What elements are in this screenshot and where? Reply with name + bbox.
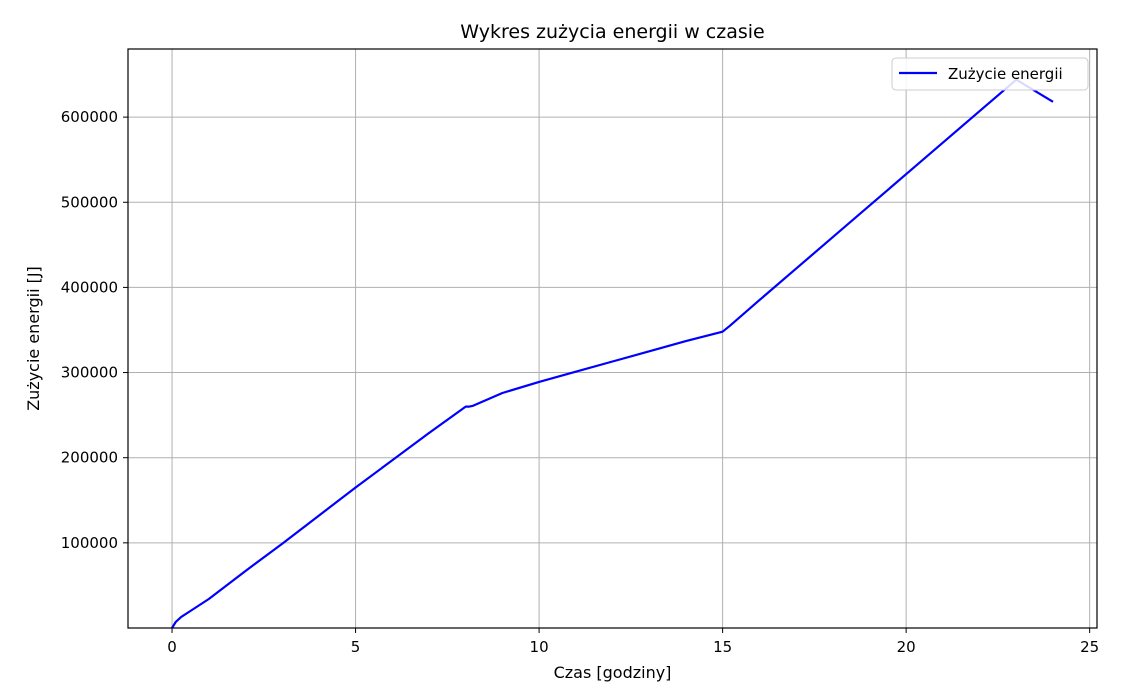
y-tick-label: 200000 (61, 449, 118, 467)
x-tick-label: 20 (897, 638, 916, 656)
x-tick-label: 0 (167, 638, 177, 656)
legend-box (891, 57, 1089, 91)
x-tick-label: 5 (351, 638, 361, 656)
x-axis-label: Czas [godziny] (554, 663, 672, 682)
y-tick-label: 400000 (61, 278, 118, 296)
y-tick-label: 300000 (61, 364, 118, 382)
series-layer (171, 78, 1054, 629)
series-line-0 (171, 78, 1054, 629)
y-tick-label: 100000 (61, 534, 118, 552)
y-axis-label: Zużycie energii [J] (24, 266, 43, 411)
legend-entry-label: Zużycie energii (948, 65, 1063, 83)
y-tick-label: 600000 (61, 108, 118, 126)
grid-lines (128, 49, 1097, 628)
x-tick-label: 10 (530, 638, 549, 656)
chart-title: Wykres zużycia energii w czasie (460, 21, 764, 43)
legend: Zużycie energii (891, 57, 1089, 91)
x-tick-label: 15 (713, 638, 732, 656)
plot-frame (127, 48, 1098, 629)
y-tick-label: 500000 (61, 193, 118, 211)
x-tick-label: 25 (1080, 638, 1099, 656)
axis-ticks: 0 5 10 15 20 25 100000 200000 300000 400000 500000… (61, 108, 1099, 656)
